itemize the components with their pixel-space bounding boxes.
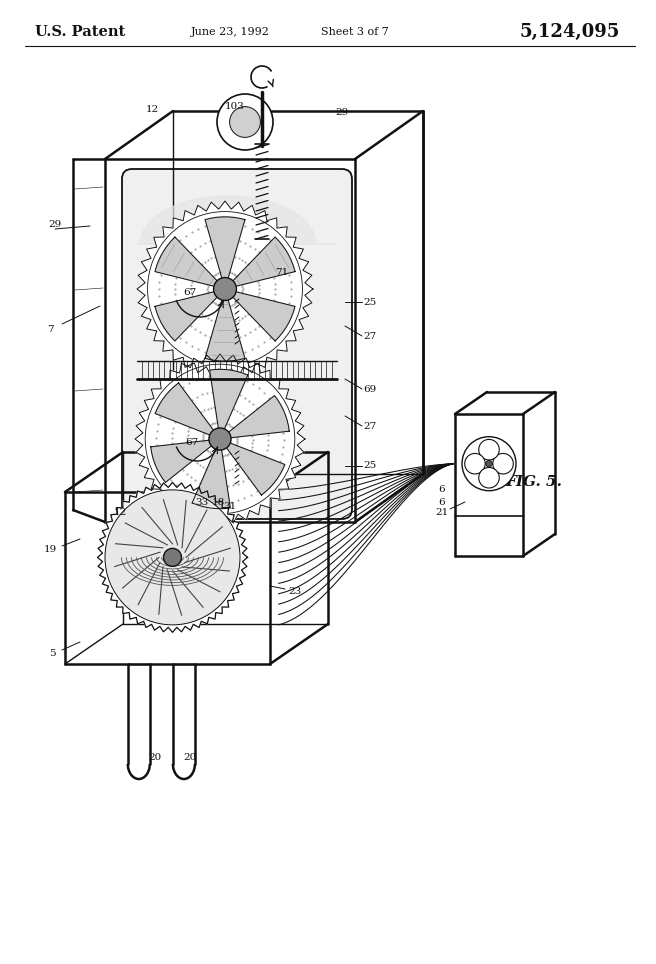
Circle shape (163, 549, 182, 567)
Text: 67: 67 (186, 438, 199, 446)
Polygon shape (98, 482, 247, 632)
Polygon shape (205, 217, 245, 279)
Polygon shape (205, 299, 245, 362)
Text: 29: 29 (335, 108, 348, 117)
Text: U.S. Patent: U.S. Patent (35, 25, 125, 39)
Circle shape (105, 490, 240, 625)
Text: Sheet 3 of 7: Sheet 3 of 7 (321, 27, 389, 37)
Circle shape (148, 211, 302, 366)
Text: June 23, 1992: June 23, 1992 (190, 27, 270, 37)
Text: 6: 6 (439, 485, 445, 494)
Text: 23: 23 (289, 587, 302, 597)
Text: 12: 12 (146, 104, 159, 114)
Circle shape (493, 453, 513, 474)
Text: 27: 27 (363, 332, 377, 340)
Polygon shape (232, 291, 295, 341)
Circle shape (145, 364, 295, 514)
Text: 29: 29 (49, 220, 62, 228)
Circle shape (209, 428, 231, 450)
Polygon shape (151, 441, 212, 482)
Circle shape (230, 107, 260, 138)
Text: 20: 20 (184, 753, 197, 762)
Polygon shape (228, 395, 289, 438)
Text: 20: 20 (148, 753, 161, 762)
Text: 25: 25 (363, 462, 377, 470)
Circle shape (462, 437, 516, 491)
Text: 33: 33 (195, 497, 209, 506)
Polygon shape (137, 201, 313, 377)
Polygon shape (135, 354, 305, 524)
Text: 31: 31 (224, 501, 237, 511)
Text: 103: 103 (225, 101, 245, 111)
Text: 5,124,095: 5,124,095 (520, 23, 620, 41)
Polygon shape (192, 448, 230, 509)
Polygon shape (210, 369, 248, 430)
Circle shape (479, 468, 499, 488)
Text: 71: 71 (276, 267, 289, 277)
Text: 69: 69 (363, 385, 377, 393)
Polygon shape (155, 383, 214, 436)
Polygon shape (226, 442, 285, 495)
Text: 18: 18 (211, 497, 224, 506)
Text: 7: 7 (47, 325, 53, 334)
Text: 12: 12 (113, 507, 127, 517)
Text: 27: 27 (363, 421, 377, 431)
Circle shape (485, 461, 492, 467)
Text: 67: 67 (184, 287, 197, 297)
Text: 21: 21 (436, 507, 449, 517)
FancyBboxPatch shape (122, 169, 352, 519)
Polygon shape (137, 196, 337, 244)
Polygon shape (232, 237, 295, 286)
Text: 6: 6 (439, 497, 445, 506)
Circle shape (464, 453, 485, 474)
Polygon shape (155, 237, 218, 286)
Polygon shape (155, 291, 218, 341)
Circle shape (217, 94, 273, 150)
Text: 5: 5 (49, 650, 55, 658)
Text: 19: 19 (43, 545, 56, 553)
Circle shape (479, 440, 499, 460)
Text: 25: 25 (363, 298, 377, 307)
Text: FIG. 5.: FIG. 5. (505, 475, 562, 489)
Circle shape (214, 278, 236, 301)
